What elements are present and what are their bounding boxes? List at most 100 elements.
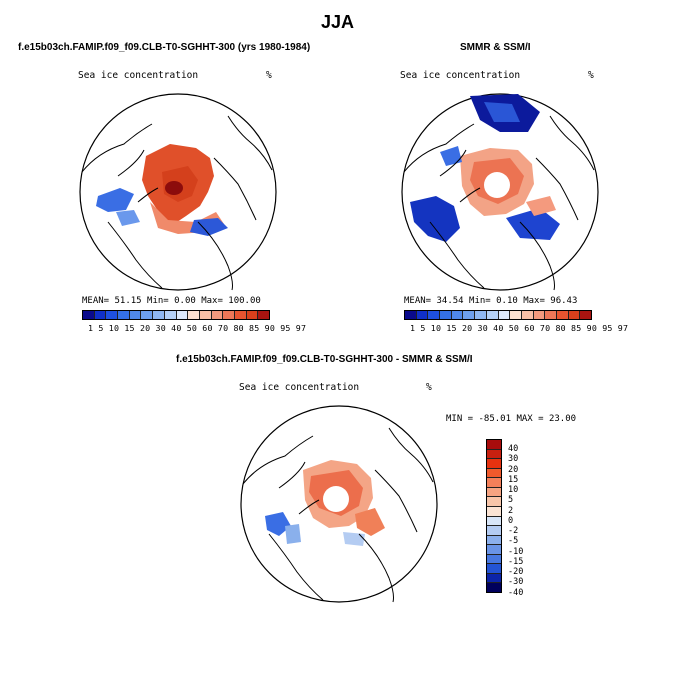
colorbar-swatch: [486, 311, 499, 319]
colorbar-swatch: [487, 459, 501, 469]
colorbar-label: 30: [508, 454, 519, 465]
colorbar-swatch: [487, 478, 501, 488]
colorbar-swatch: [487, 535, 501, 546]
colorbar-swatch: [463, 311, 476, 319]
colorbar-swatch: [487, 468, 501, 479]
left-stats: MEAN= 51.15 Min= 0.00 Max= 100.00: [82, 296, 261, 306]
left-coastlines: [81, 115, 273, 291]
bottom-diff-barents: [343, 532, 365, 546]
bottom-diff-baffin: [285, 524, 301, 544]
bottom-stats: MIN = -85.01 MAX = 23.00: [446, 414, 577, 424]
colorbar-swatch: [487, 526, 501, 536]
colorbar-swatch: [258, 311, 269, 319]
colorbar-swatch: [487, 440, 501, 450]
bottom-polar-map: [240, 405, 438, 603]
left-field-label: Sea ice concentration: [78, 70, 199, 81]
right-units-label: %: [588, 70, 594, 81]
colorbar-label: -5: [508, 536, 519, 547]
colorbar-swatch: [545, 311, 557, 319]
colorbar-swatch: [487, 545, 501, 555]
page-title: JJA: [320, 12, 355, 32]
left-ice-baffin: [116, 210, 140, 226]
right-ice-hudson: [410, 196, 460, 242]
colorbar-swatch: [141, 311, 154, 319]
left-ice-hudson: [96, 188, 134, 212]
colorbar-swatch: [487, 506, 501, 517]
left-units-label: %: [266, 70, 272, 81]
colorbar-swatch: [556, 311, 569, 319]
right-panel-header: SMMR & SSM/I: [460, 42, 531, 53]
colorbar-swatch: [164, 311, 177, 319]
right-coastlines: [403, 115, 595, 291]
colorbar-swatch: [129, 311, 142, 319]
bottom-panel-header: f.e15b03ch.FAMIP.f09_f09.CLB-T0-SGHHT-30…: [176, 354, 473, 365]
colorbar-swatch: [83, 311, 95, 319]
colorbar-label: -2: [508, 526, 519, 537]
colorbar-swatch: [153, 311, 165, 319]
bottom-pole-hole: [323, 486, 349, 512]
bottom-diff-kara: [355, 508, 385, 536]
left-ice-barents: [190, 218, 228, 236]
left-colorbar: [82, 310, 270, 320]
colorbar-swatch: [118, 311, 130, 319]
colorbar-swatch: [246, 311, 259, 319]
bottom-coastlines: [242, 427, 434, 603]
colorbar-swatch: [521, 311, 534, 319]
colorbar-swatch: [487, 583, 501, 592]
right-pole-hole: [484, 172, 510, 198]
colorbar-label: -30: [508, 577, 524, 588]
colorbar-label: 2: [508, 505, 514, 516]
right-ice-greenland-inner: [484, 102, 520, 122]
right-ice-kara: [526, 196, 556, 216]
colorbar-label: -40: [508, 587, 524, 598]
colorbar-swatch: [533, 311, 546, 319]
colorbar-label: 5: [508, 495, 514, 506]
left-polar-map: [79, 93, 277, 291]
left-colorbar-ticks: 1 5 10 15 20 30 40 50 60 70 80 85 90 95 …: [88, 323, 307, 333]
bottom-colorbar: [486, 439, 502, 593]
bottom-field-label: Sea ice concentration: [239, 382, 360, 393]
colorbar-swatch: [211, 311, 224, 319]
colorbar-swatch: [234, 311, 247, 319]
colorbar-swatch: [568, 311, 581, 319]
colorbar-swatch: [498, 311, 511, 319]
colorbar-label: 20: [508, 464, 519, 475]
right-colorbar-ticks: 1 5 10 15 20 30 40 50 60 70 80 85 90 95 …: [410, 323, 629, 333]
colorbar-swatch: [487, 573, 501, 584]
colorbar-swatch: [176, 311, 189, 319]
colorbar-swatch: [487, 497, 501, 507]
left-ice-max: [165, 181, 183, 195]
colorbar-swatch: [405, 311, 417, 319]
colorbar-swatch: [580, 311, 591, 319]
bottom-colorbar-labels: 40 30 20 15 10 5 2 0 -2 -5 -10 -15 -20 -30 -40: [508, 439, 523, 598]
bottom-units-label: %: [426, 382, 432, 393]
left-panel-header: f.e15b03ch.FAMIP.f09_f09.CLB-T0-SGHHT-30…: [18, 42, 311, 53]
colorbar-swatch: [94, 311, 107, 319]
right-ice-barents: [506, 208, 560, 240]
colorbar-swatch: [106, 311, 119, 319]
right-stats: MEAN= 34.54 Min= 0.10 Max= 96.43: [404, 296, 578, 306]
right-field-label: Sea ice concentration: [400, 70, 521, 81]
colorbar-swatch: [487, 516, 501, 527]
colorbar-swatch: [440, 311, 452, 319]
bottom-diff-hudson: [265, 512, 291, 536]
colorbar-label: -15: [508, 556, 524, 567]
right-colorbar: [404, 310, 592, 320]
colorbar-label: -10: [508, 546, 524, 557]
colorbar-swatch: [487, 554, 501, 565]
colorbar-label: 40: [508, 444, 519, 454]
colorbar-swatch: [188, 311, 200, 319]
colorbar-label: 10: [508, 485, 519, 496]
colorbar-swatch: [510, 311, 522, 319]
right-ice-beaufort: [440, 146, 462, 166]
colorbar-swatch: [199, 311, 212, 319]
colorbar-swatch: [223, 311, 235, 319]
colorbar-label: -20: [508, 567, 524, 578]
right-polar-map: [401, 93, 599, 291]
colorbar-label: 0: [508, 515, 514, 526]
colorbar-label: 15: [508, 474, 519, 485]
colorbar-swatch: [487, 449, 501, 460]
colorbar-swatch: [487, 487, 501, 498]
colorbar-swatch: [475, 311, 487, 319]
colorbar-swatch: [487, 564, 501, 574]
